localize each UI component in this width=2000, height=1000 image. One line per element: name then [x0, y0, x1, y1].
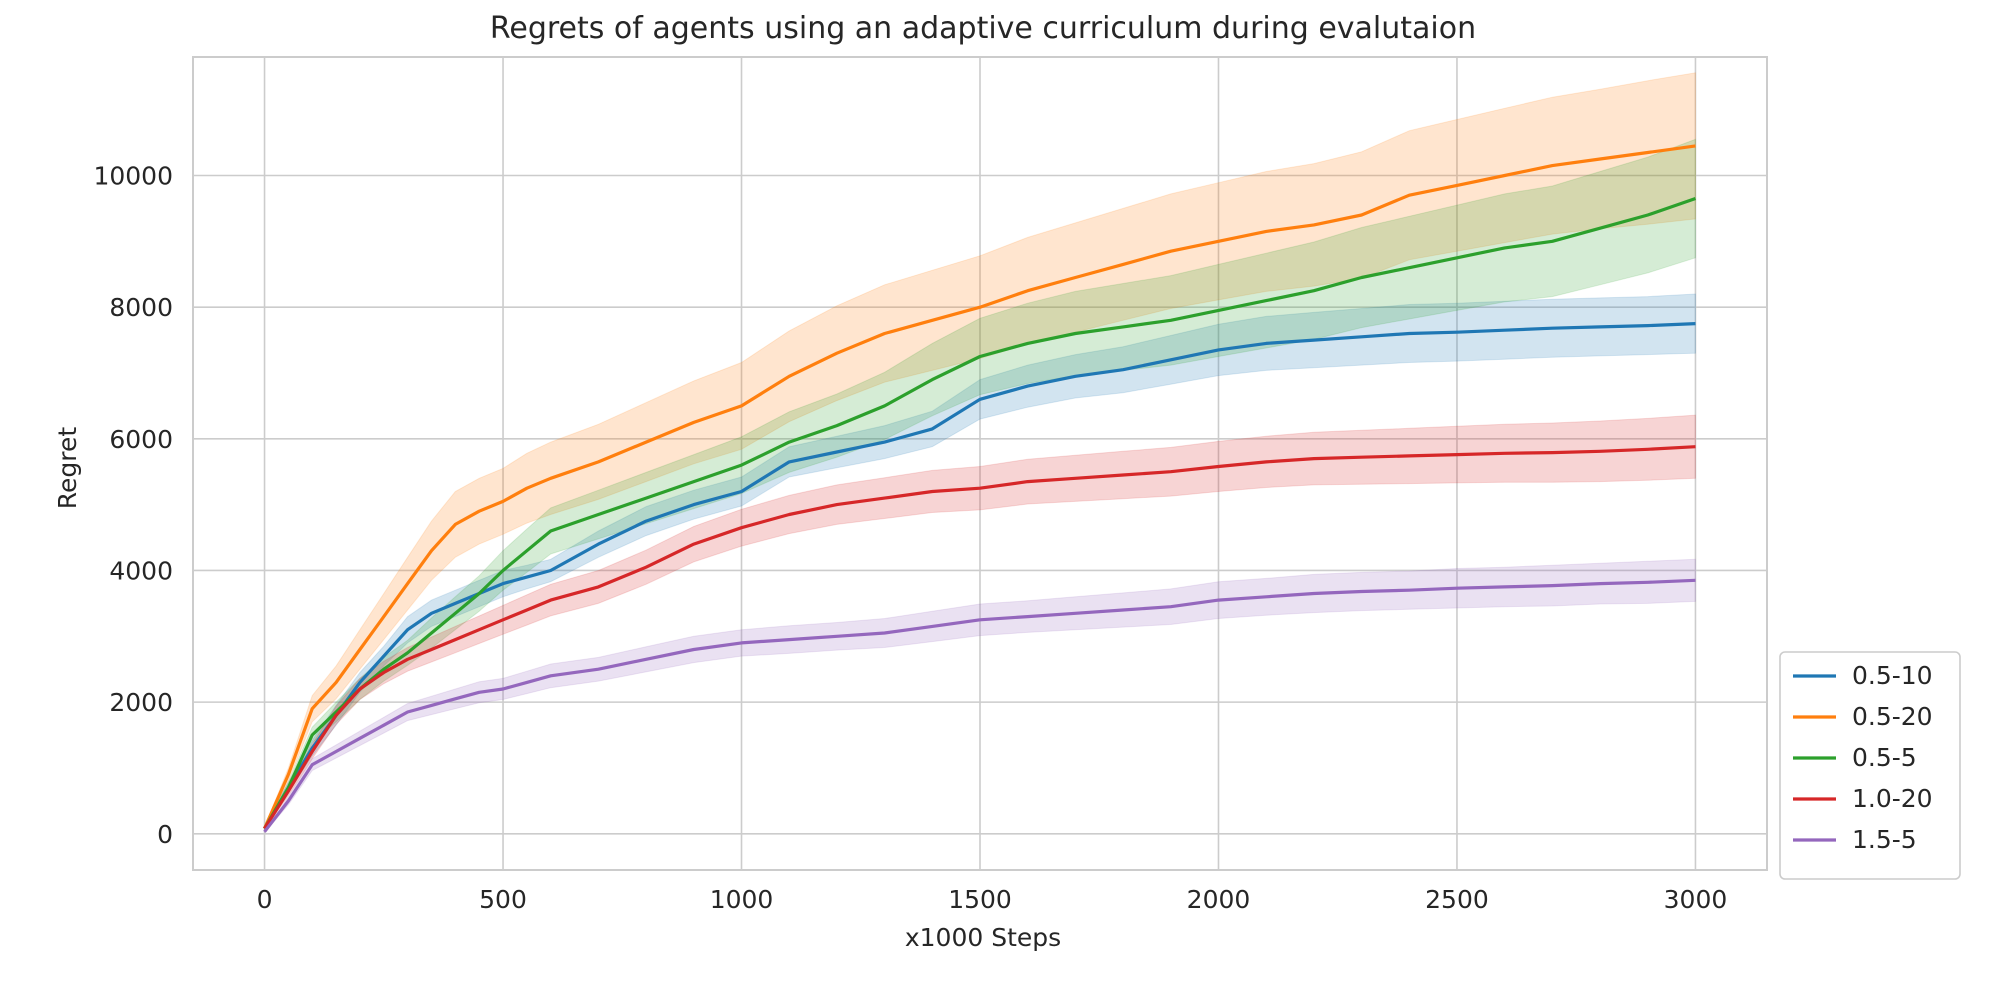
band-0.5-20 [264, 72, 1696, 831]
x-tick-label: 1500 [948, 885, 1012, 914]
y-tick-label: 10000 [93, 161, 173, 190]
y-axis-label: Regret [53, 427, 82, 510]
y-tick-label: 8000 [109, 293, 173, 322]
band-1.0-20 [264, 414, 1696, 832]
legend-label: 0.5-5 [1852, 743, 1917, 772]
x-tick-label: 2500 [1425, 885, 1489, 914]
legend-label: 1.5-5 [1852, 825, 1917, 854]
x-tick-label: 3000 [1664, 885, 1728, 914]
y-tick-label: 2000 [109, 688, 173, 717]
y-axis-ticks: 0 2000 4000 6000 8000 10000 [93, 161, 173, 848]
x-tick-label: 2000 [1187, 885, 1251, 914]
y-tick-label: 6000 [109, 425, 173, 454]
series-line-1.0-20 [263, 445, 1696, 830]
x-tick-label: 1000 [710, 885, 774, 914]
legend-label: 1.0-20 [1852, 784, 1933, 813]
series-lines [263, 144, 1697, 833]
x-tick-label: 500 [479, 885, 527, 914]
legend-label: 0.5-20 [1852, 702, 1933, 731]
legend-label: 0.5-10 [1852, 661, 1933, 690]
legend-box [1779, 651, 1961, 880]
band-0.5-5 [264, 138, 1696, 832]
series-line-0.5-5 [263, 196, 1697, 830]
y-tick-label: 4000 [109, 556, 173, 585]
chart-title: Regrets of agents using an adaptive curr… [490, 11, 1476, 46]
x-axis-label: x1000 Steps [905, 923, 1061, 952]
series-line-1.5-5 [263, 578, 1696, 833]
series-line-0.5-10 [263, 322, 1696, 830]
y-tick-label: 0 [157, 820, 173, 849]
series-line-0.5-20 [263, 144, 1696, 830]
x-axis-ticks: 0 500 1000 1500 2000 2500 3000 [257, 885, 1728, 914]
x-tick-label: 0 [257, 885, 273, 914]
legend: 0.5-10 0.5-20 0.5-5 1.0-20 1.5-5 [1779, 651, 1961, 880]
plot-frame [192, 56, 1768, 871]
